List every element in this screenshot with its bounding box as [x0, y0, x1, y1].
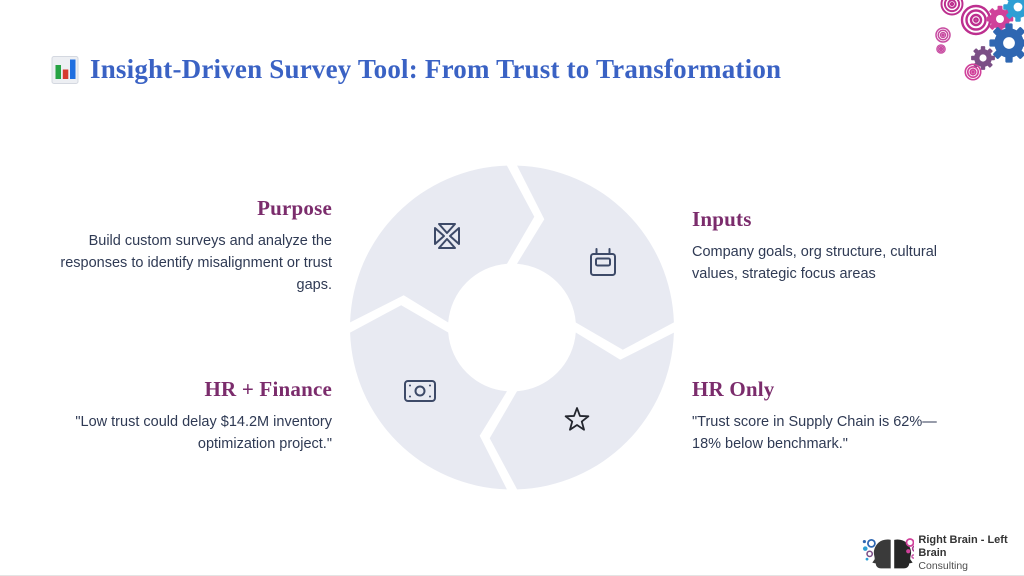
right-brain-circles [905, 538, 915, 559]
section-inputs-heading: Inputs [692, 207, 752, 231]
calendar-icon [590, 248, 616, 276]
section-purpose-body: Build custom surveys and analyze the res… [60, 233, 332, 293]
section-hr-finance-body: "Low trust could delay $14.2M inventory … [75, 414, 332, 452]
section-purpose: Purpose Build custom surveys and analyze… [42, 196, 332, 296]
money-icon [404, 380, 436, 402]
section-inputs-body: Company goals, org structure, cultural v… [692, 244, 937, 282]
spiral-icon [964, 63, 982, 81]
section-hr-only: HR Only "Trust score in Supply Chain is … [692, 377, 962, 455]
logo-text-line2: Consulting [918, 559, 969, 572]
left-brain-gears [862, 538, 876, 561]
bar-chart-icon [51, 55, 79, 84]
cycle-segment-bottom-left [350, 305, 507, 490]
section-purpose-heading: Purpose [257, 196, 332, 220]
star-icon [564, 407, 590, 431]
section-hr-only-heading: HR Only [692, 377, 775, 401]
gears-decoration [935, 0, 1024, 81]
spiral-icon [935, 27, 951, 43]
slide-header: Insight-Driven Survey Tool: From Trust t… [50, 54, 781, 85]
spiral-icon [940, 0, 964, 16]
footer-logo: Right Brain - Left Brain Consulting [860, 533, 1024, 573]
collapse-triangles-icon [434, 223, 460, 249]
section-hr-finance-heading: HR + Finance [204, 377, 332, 401]
section-hr-finance: HR + Finance "Low trust could delay $14.… [62, 377, 332, 455]
logo-text-line1: Right Brain - Left Brain [918, 533, 1008, 559]
cycle-segment-bottom-right [489, 332, 674, 490]
section-inputs: Inputs Company goals, org structure, cul… [692, 207, 948, 285]
spiral-icon [936, 44, 946, 54]
slide-title: Insight-Driven Survey Tool: From Trust t… [90, 54, 782, 84]
spiral-icon [960, 4, 992, 36]
brain-heads-logo-icon [862, 538, 915, 569]
section-hr-only-body: "Trust score in Supply Chain is 62%—18% … [692, 414, 937, 452]
cycle-segment-top-right [517, 165, 674, 350]
